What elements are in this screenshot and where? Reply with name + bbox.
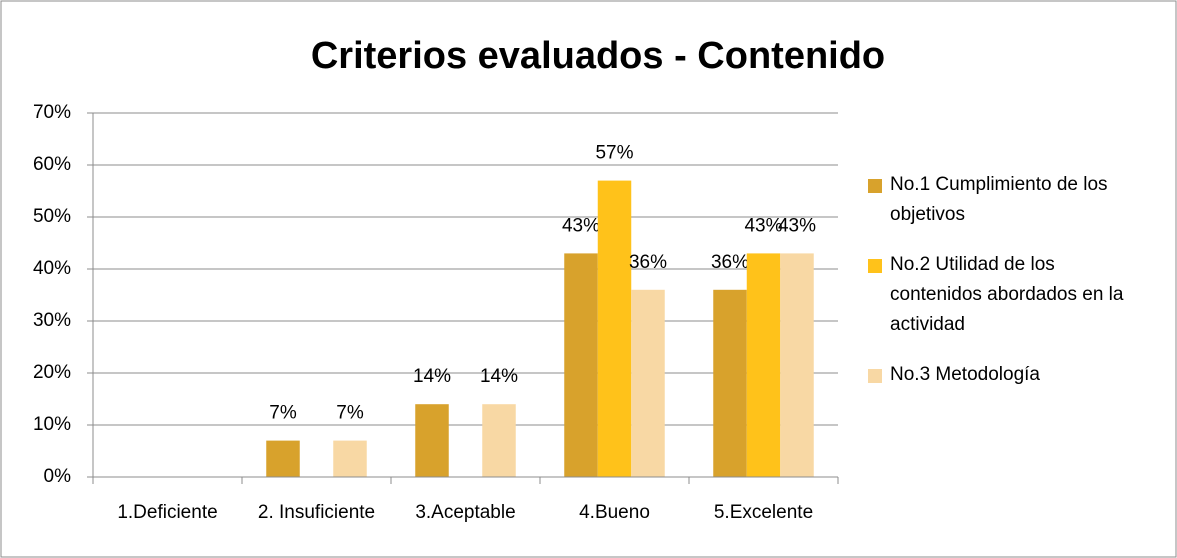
bar xyxy=(713,289,747,477)
y-tick-label: 10% xyxy=(33,414,71,435)
legend-swatch xyxy=(868,369,882,383)
x-tick-label: 4.Bueno xyxy=(579,502,650,523)
bar xyxy=(415,404,449,477)
chart-title: Criterios evaluados - Contenido xyxy=(311,35,885,77)
data-label: 43% xyxy=(744,215,782,236)
x-tick-label: 5.Excelente xyxy=(714,502,813,523)
bar xyxy=(631,289,665,477)
legend-swatch xyxy=(868,259,882,273)
legend-item: No.3 Metodología xyxy=(868,360,1128,390)
data-label: 7% xyxy=(336,403,364,424)
bar xyxy=(482,404,516,477)
bar xyxy=(746,253,781,477)
legend-label: No.3 Metodología xyxy=(890,364,1040,385)
data-label: 36% xyxy=(629,252,667,273)
bar xyxy=(780,253,814,477)
y-tick-label: 20% xyxy=(33,362,71,383)
bar xyxy=(564,253,598,477)
data-label: 7% xyxy=(269,403,297,424)
data-label: 36% xyxy=(711,252,749,273)
data-label: 57% xyxy=(595,143,633,164)
y-tick-label: 30% xyxy=(33,310,71,331)
y-tick-label: 0% xyxy=(44,466,72,487)
y-tick-label: 40% xyxy=(33,258,71,279)
x-tick-label: 1.Deficiente xyxy=(117,502,217,523)
x-tick-label: 2. Insuficiente xyxy=(258,502,375,523)
bar xyxy=(333,440,367,477)
legend-item: No.1 Cumplimiento de los objetivos xyxy=(868,170,1128,230)
legend-item: No.2 Utilidad de los contenidos abordado… xyxy=(868,250,1128,340)
data-label: 43% xyxy=(778,215,816,236)
legend: No.1 Cumplimiento de los objetivos No.2 U… xyxy=(868,170,1128,410)
bar xyxy=(266,440,300,477)
bar xyxy=(597,180,632,477)
legend-label: No.2 Utilidad de los contenidos abordado… xyxy=(890,254,1124,335)
y-tick-label: 60% xyxy=(33,154,71,175)
legend-swatch xyxy=(868,179,882,193)
data-label: 14% xyxy=(413,366,451,387)
legend-label: No.1 Cumplimiento de los objetivos xyxy=(890,174,1108,225)
x-tick-label: 3.Aceptable xyxy=(415,502,515,523)
y-tick-label: 70% xyxy=(33,102,71,123)
data-label: 14% xyxy=(480,366,518,387)
data-label: 43% xyxy=(562,215,600,236)
y-tick-label: 50% xyxy=(33,206,71,227)
